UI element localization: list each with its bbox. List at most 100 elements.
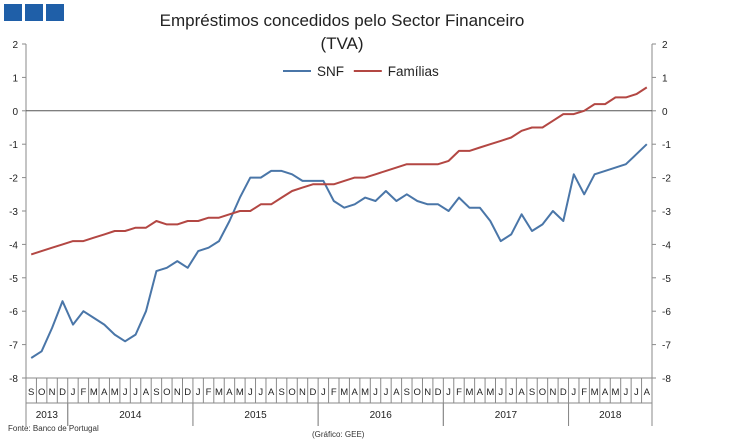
- y-tick-label-right: 2: [662, 40, 668, 51]
- x-month-label: M: [340, 387, 348, 398]
- x-month-label: F: [80, 387, 86, 398]
- x-month-label: F: [331, 387, 337, 398]
- x-month-label: A: [268, 387, 275, 398]
- x-month-label: M: [486, 387, 494, 398]
- y-tick-label-left: 0: [12, 107, 18, 118]
- x-month-label: M: [591, 387, 599, 398]
- x-month-label: A: [101, 387, 108, 398]
- legend-label: Famílias: [388, 64, 439, 79]
- logo-square-2: [25, 4, 43, 21]
- x-month-label: D: [59, 387, 66, 398]
- x-month-label: S: [153, 387, 159, 398]
- x-month-label: J: [624, 387, 629, 398]
- x-month-label: N: [549, 387, 556, 398]
- series-line-fam-lias: [30, 86, 648, 256]
- x-month-label: N: [49, 387, 56, 398]
- x-month-label: D: [560, 387, 567, 398]
- x-month-label: N: [174, 387, 181, 398]
- x-month-label: M: [236, 387, 244, 398]
- x-month-label: J: [571, 387, 576, 398]
- y-tick-label-left: -4: [9, 240, 18, 251]
- x-month-label: J: [373, 387, 378, 398]
- x-month-label: A: [393, 387, 400, 398]
- y-tick-label-right: -7: [662, 341, 671, 352]
- x-month-label: J: [384, 387, 389, 398]
- x-month-label: J: [196, 387, 201, 398]
- x-month-label: J: [133, 387, 138, 398]
- legend: SNF Famílias: [283, 64, 439, 79]
- x-month-label: A: [226, 387, 233, 398]
- x-month-label: D: [435, 387, 442, 398]
- plot-area: [30, 86, 648, 359]
- y-tick-label-left: -6: [9, 307, 18, 318]
- y-tick-label-left: 2: [12, 40, 18, 51]
- x-month-label: O: [414, 387, 421, 398]
- source-note: Fonte: Banco de Portugal: [8, 424, 99, 433]
- x-month-label: A: [518, 387, 525, 398]
- y-tick-label-right: -6: [662, 307, 671, 318]
- x-month-label: D: [184, 387, 191, 398]
- chart-title: Empréstimos concedidos pelo Sector Finan…: [160, 11, 525, 30]
- x-month-label: J: [71, 387, 76, 398]
- x-month-label: J: [634, 387, 639, 398]
- x-month-label: F: [456, 387, 462, 398]
- x-month-label: J: [498, 387, 503, 398]
- x-month-label: M: [90, 387, 98, 398]
- x-month-label: S: [529, 387, 535, 398]
- x-month-label: M: [111, 387, 119, 398]
- x-year-label: 2017: [495, 410, 518, 421]
- series-line-snf: [30, 143, 648, 359]
- x-year-label: 2016: [370, 410, 393, 421]
- x-year-label: 2015: [244, 410, 267, 421]
- x-year-label: 2018: [599, 410, 622, 421]
- x-month-label: S: [404, 387, 410, 398]
- x-month-label: J: [123, 387, 128, 398]
- y-tick-label-left: -5: [9, 274, 18, 285]
- axes: 2 21 10 0-1 -1-2 -2-3 -3-4 -4-5 -5-6 -6-7 -7-8 -8S O…: [9, 40, 671, 426]
- legend-label: SNF: [317, 64, 344, 79]
- x-month-label: S: [28, 387, 34, 398]
- x-month-label: J: [258, 387, 263, 398]
- y-tick-label-left: 1: [12, 73, 18, 84]
- x-month-label: A: [143, 387, 150, 398]
- chart-subtitle: (TVA): [320, 34, 363, 53]
- x-month-label: A: [351, 387, 358, 398]
- x-month-label: J: [509, 387, 514, 398]
- x-month-label: F: [206, 387, 212, 398]
- x-month-label: A: [602, 387, 609, 398]
- y-tick-label-right: -1: [662, 140, 671, 151]
- y-tick-label-left: -8: [9, 374, 18, 385]
- y-tick-label-left: -3: [9, 207, 18, 218]
- x-month-label: O: [539, 387, 546, 398]
- y-tick-label-right: -5: [662, 274, 671, 285]
- x-month-label: N: [299, 387, 306, 398]
- y-tick-label-right: -4: [662, 240, 671, 251]
- x-month-label: S: [278, 387, 284, 398]
- x-month-label: O: [163, 387, 170, 398]
- x-month-label: F: [581, 387, 587, 398]
- y-tick-label-left: -2: [9, 174, 18, 185]
- x-month-label: J: [446, 387, 451, 398]
- x-month-label: M: [612, 387, 620, 398]
- x-year-label: 2014: [119, 410, 142, 421]
- x-month-label: O: [288, 387, 295, 398]
- credit-note: (Gráfico: GEE): [312, 430, 365, 439]
- x-month-label: M: [465, 387, 473, 398]
- x-month-label: M: [361, 387, 369, 398]
- x-month-label: J: [321, 387, 326, 398]
- y-tick-label-left: -7: [9, 341, 18, 352]
- y-tick-label-right: -8: [662, 374, 671, 385]
- x-month-label: A: [477, 387, 484, 398]
- logo-square-1: [4, 4, 22, 21]
- y-tick-label-right: 1: [662, 73, 668, 84]
- x-month-label: M: [215, 387, 223, 398]
- y-tick-label-left: -1: [9, 140, 18, 151]
- x-year-label: 2013: [36, 410, 59, 421]
- x-month-label: D: [309, 387, 316, 398]
- logo-square-3: [46, 4, 64, 21]
- x-month-label: A: [644, 387, 651, 398]
- x-month-label: N: [424, 387, 431, 398]
- x-month-label: J: [248, 387, 253, 398]
- x-month-label: O: [38, 387, 45, 398]
